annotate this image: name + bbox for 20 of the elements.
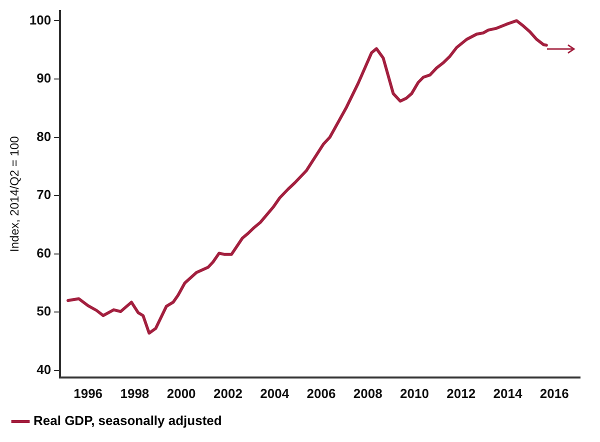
legend-label: Real GDP, seasonally adjusted (34, 413, 222, 428)
x-tick-label: 2004 (260, 386, 290, 401)
y-tick-label: 40 (36, 362, 52, 377)
y-tick-label: 60 (36, 245, 52, 260)
x-tick-label: 2006 (306, 386, 336, 401)
x-tick-label: 2016 (540, 386, 569, 401)
x-tick-label: 2014 (493, 386, 523, 401)
y-axis-title: Index, 2014/Q2 = 100 (8, 136, 22, 252)
x-tick-label: 2010 (400, 386, 429, 401)
y-tick-label: 70 (36, 187, 52, 202)
x-tick-label: 1996 (74, 386, 103, 401)
x-tick-label: 2002 (213, 386, 242, 401)
x-tick-label: 2000 (166, 386, 196, 401)
y-tick-label: 80 (36, 128, 52, 144)
y-tick-label: 90 (36, 70, 52, 86)
y-tick-label: 50 (36, 304, 52, 319)
y-tick-label: 100 (29, 12, 52, 28)
x-tick-label: 2008 (353, 386, 382, 401)
x-tick-label: 1998 (120, 386, 150, 401)
x-tick-label: 2012 (446, 386, 476, 401)
